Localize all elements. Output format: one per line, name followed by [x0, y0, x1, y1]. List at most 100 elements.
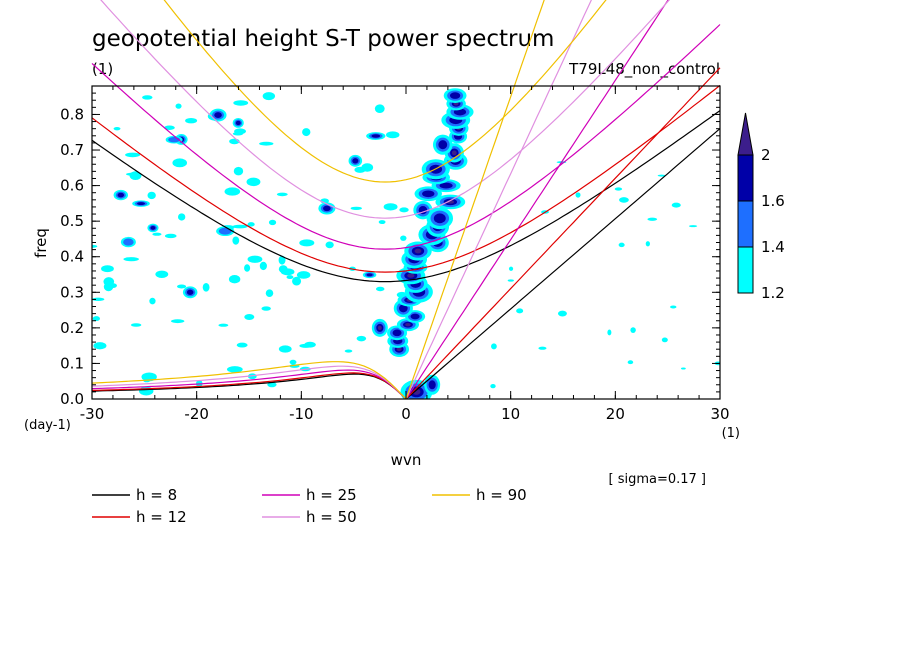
y-tick-label: 0.5	[60, 212, 84, 230]
spectrum-blob	[657, 174, 666, 177]
spectrum-blob	[265, 289, 274, 297]
spectrum-blob	[299, 239, 315, 247]
spectrum-blob	[292, 276, 302, 286]
spectrum-blob	[226, 366, 243, 373]
spectrum-blob	[680, 367, 686, 370]
legend-label: h = 8	[136, 486, 177, 504]
spectrum-blob	[302, 128, 311, 137]
spectrum-blob	[280, 268, 295, 276]
x-axis-unit: (1)	[722, 426, 740, 441]
spectrum-blob	[92, 316, 100, 322]
spectrum-blob	[176, 284, 187, 289]
colorbar-box	[737, 200, 754, 248]
chart-title: geopotential height S-T power spectrum	[92, 26, 554, 52]
spectrum-blob	[396, 347, 402, 352]
spectrum-blob	[129, 171, 142, 180]
spectrum-blob	[247, 222, 255, 227]
legend: h = 8 h = 12 h = 25 h = 50 h = 90	[92, 486, 527, 526]
y-axis-unit: (day-1)	[24, 418, 71, 433]
x-tick-label: -20	[184, 405, 209, 423]
spectrum-blob	[278, 345, 292, 353]
spectrum-blob	[175, 103, 182, 109]
spectrum-blob	[247, 373, 257, 380]
spectrum-blob	[296, 271, 311, 279]
spectrum-blob	[147, 191, 156, 200]
spectrum-blob	[645, 241, 650, 247]
rossby-curve	[91, 369, 407, 400]
spectrum-blob	[149, 297, 156, 305]
colorbar-label: 1.2	[761, 284, 785, 302]
spectrum-blob	[438, 140, 448, 150]
x-tick-label: 20	[606, 405, 625, 423]
inertia-gravity-curve	[100, 0, 671, 219]
spectrum-blob	[278, 255, 286, 265]
x-axis-label: wvn	[391, 451, 422, 469]
spectrum-blob	[399, 207, 409, 213]
spectrum-blob	[92, 297, 105, 302]
spectrum-blob	[164, 125, 175, 130]
spectrum-blob	[374, 104, 385, 113]
spectrum-blob	[113, 126, 121, 131]
spectrum-blob	[366, 273, 373, 277]
chart-subtitle-right: T79L48_non_control	[568, 60, 720, 79]
spectrum-blob	[344, 349, 353, 353]
spectrum-blob	[671, 202, 681, 208]
spectrum-blob	[575, 192, 581, 198]
y-tick-label: 0.4	[60, 248, 84, 266]
spectrum-blob	[236, 342, 248, 348]
spectrum-blob	[410, 313, 420, 320]
legend-label: h = 25	[306, 486, 357, 504]
spectrum-blob	[186, 289, 194, 295]
colorbar-label: 1.4	[761, 238, 785, 256]
spectrum-blob	[383, 203, 398, 211]
y-axis: 0.0 0.1 0.2 0.3 0.4 0.5 0.6 0.7 0.8	[60, 92, 720, 408]
legend-label: h = 90	[476, 486, 527, 504]
spectrum-blob	[170, 319, 185, 324]
kelvin-curve	[405, 0, 545, 400]
spectrum-blob	[433, 213, 446, 224]
spectrum-blob	[422, 190, 435, 198]
spectrum-blob	[224, 187, 241, 196]
spectrum-blob	[356, 335, 367, 342]
spectrum-blob	[453, 102, 459, 106]
x-tick-label: -30	[80, 405, 105, 423]
spectrum-blob	[259, 141, 274, 146]
chart-subtitle-left: (1)	[92, 60, 113, 78]
spectrum-blob	[139, 386, 154, 396]
spectrum-blob	[299, 343, 313, 348]
spectrum-blob	[630, 327, 636, 334]
y-tick-label: 0.1	[60, 354, 84, 372]
sigma-annotation: [ sigma=0.17 ]	[608, 472, 706, 487]
spectrum-blob	[377, 325, 382, 331]
spectrum-blob	[117, 192, 125, 198]
spectrum-blob	[439, 182, 453, 189]
spectrum-blob	[614, 187, 623, 191]
spectrum-blob	[399, 304, 408, 313]
spectrum-blob	[449, 92, 461, 99]
colorbar-label: 2	[761, 146, 771, 164]
spectrum-blob	[232, 236, 240, 245]
spectrum-blob	[92, 244, 98, 248]
y-tick-label: 0.0	[60, 390, 84, 408]
spectrum-blob	[103, 282, 114, 292]
inertia-gravity-curve	[91, 24, 721, 250]
spectrum-blob	[289, 359, 297, 365]
x-tick-label: 10	[501, 405, 520, 423]
kelvin-curve	[405, 0, 592, 400]
x-tick-label: -10	[289, 405, 314, 423]
spectrum-blob	[618, 242, 625, 248]
spectrum-blob	[142, 95, 153, 100]
spectrum-blob	[607, 329, 612, 336]
legend-label: h = 50	[306, 508, 357, 526]
rossby-curve	[91, 372, 407, 400]
spectrum-blob	[670, 305, 677, 309]
spectrum-blob	[507, 279, 514, 282]
spectrum-blob	[101, 265, 114, 273]
spectrum-blob	[261, 306, 271, 311]
spectrum-blob	[155, 270, 169, 279]
spectrum-blob	[164, 233, 177, 239]
spectrum-blob	[233, 166, 244, 176]
spectrum-blob	[123, 257, 139, 262]
spectrum-blob	[538, 346, 547, 350]
spectrum-blob	[233, 100, 249, 106]
